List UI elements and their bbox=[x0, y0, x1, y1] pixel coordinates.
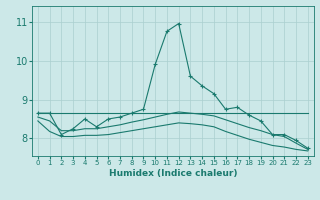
X-axis label: Humidex (Indice chaleur): Humidex (Indice chaleur) bbox=[108, 169, 237, 178]
